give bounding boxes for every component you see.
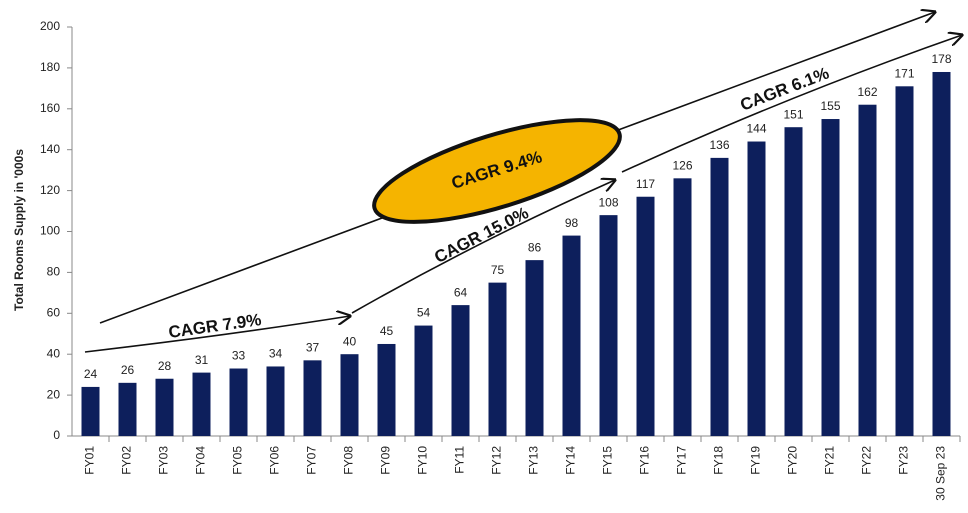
value-label: 126 [672,159,692,173]
arrow [621,35,962,173]
value-label: 86 [528,240,542,254]
bar [599,215,618,436]
bar [118,382,137,436]
x-tick-label: FY03 [157,446,171,475]
x-tick-label: FY17 [675,446,689,475]
bar [377,343,396,436]
value-label: 162 [857,85,877,99]
value-label: 34 [269,347,283,361]
x-tick-label: FY14 [564,446,578,475]
bar [414,325,433,436]
value-label: 155 [820,99,840,113]
bar [673,178,692,436]
bar [858,104,877,437]
arrow [84,316,350,353]
y-tick-label: 180 [40,60,60,74]
value-label: 136 [709,138,729,152]
x-tick-label: FY08 [342,446,356,475]
y-axis-label: Total Rooms Supply in '000s [12,149,26,311]
y-tick-label: 0 [53,428,60,442]
bar [784,127,803,436]
bar [488,282,507,436]
bar [932,71,951,437]
x-tick-label: FY15 [601,446,615,475]
x-tick-label: FY13 [527,446,541,475]
x-tick-label: FY10 [416,446,430,475]
cagr-annotation: CAGR 7.9% [167,310,262,342]
bar [192,372,211,436]
value-label: 40 [343,334,357,348]
x-tick-label: FY20 [786,446,800,475]
bar [895,86,914,437]
x-tick-label: FY22 [860,446,874,475]
y-tick-label: 100 [40,224,60,238]
y-tick-label: 160 [40,101,60,115]
x-tick-label: FY07 [305,446,319,475]
value-label: 26 [121,363,135,377]
bar [710,157,729,436]
value-label: 24 [84,367,98,381]
y-tick-label: 40 [47,346,61,360]
value-label: 31 [195,353,209,367]
y-tick-label: 120 [40,183,60,197]
y-tick-label: 60 [47,305,61,319]
bar [821,119,840,437]
x-tick-label: FY18 [712,446,726,475]
x-tick-label: FY09 [379,446,393,475]
x-tick-label: FY06 [268,446,282,475]
bar [525,260,544,436]
value-label: 108 [598,195,618,209]
x-tick-label: FY19 [749,446,763,475]
bar [340,354,359,436]
value-label: 28 [158,359,172,373]
bar [155,378,174,436]
x-tick-label: FY23 [897,446,911,475]
value-label: 54 [417,306,431,320]
bar [229,368,248,436]
bar [266,366,285,436]
value-label: 64 [454,285,468,299]
x-tick-label: FY21 [823,446,837,475]
value-label: 144 [746,122,766,136]
highlight-ellipse [372,118,622,224]
y-tick-label: 140 [40,142,60,156]
value-label: 98 [565,216,579,230]
value-label: 117 [636,177,655,191]
bar [303,360,322,436]
bar [81,386,100,436]
bar [451,305,470,436]
x-tick-label: FY02 [120,446,134,475]
value-label: 37 [306,341,320,355]
value-label: 171 [894,66,914,80]
x-tick-label: FY01 [83,446,97,475]
bar [636,196,655,436]
y-tick-label: 20 [47,387,61,401]
y-tick-label: 80 [47,265,61,279]
arrow [351,180,615,314]
value-label: 33 [232,349,246,363]
x-tick-label: FY11 [453,446,467,474]
x-tick-label: FY12 [490,446,504,475]
value-label: 75 [491,263,505,277]
x-tick-label: FY16 [638,446,652,475]
bar [747,141,766,436]
x-tick-label: 30 Sep 23 [934,446,948,501]
x-tick-label: FY04 [194,446,208,475]
y-tick-label: 200 [40,19,60,33]
value-label: 151 [783,107,803,121]
bar [562,235,581,436]
value-label: 178 [931,52,951,66]
value-label: 45 [380,324,394,338]
x-tick-label: FY05 [231,446,245,475]
